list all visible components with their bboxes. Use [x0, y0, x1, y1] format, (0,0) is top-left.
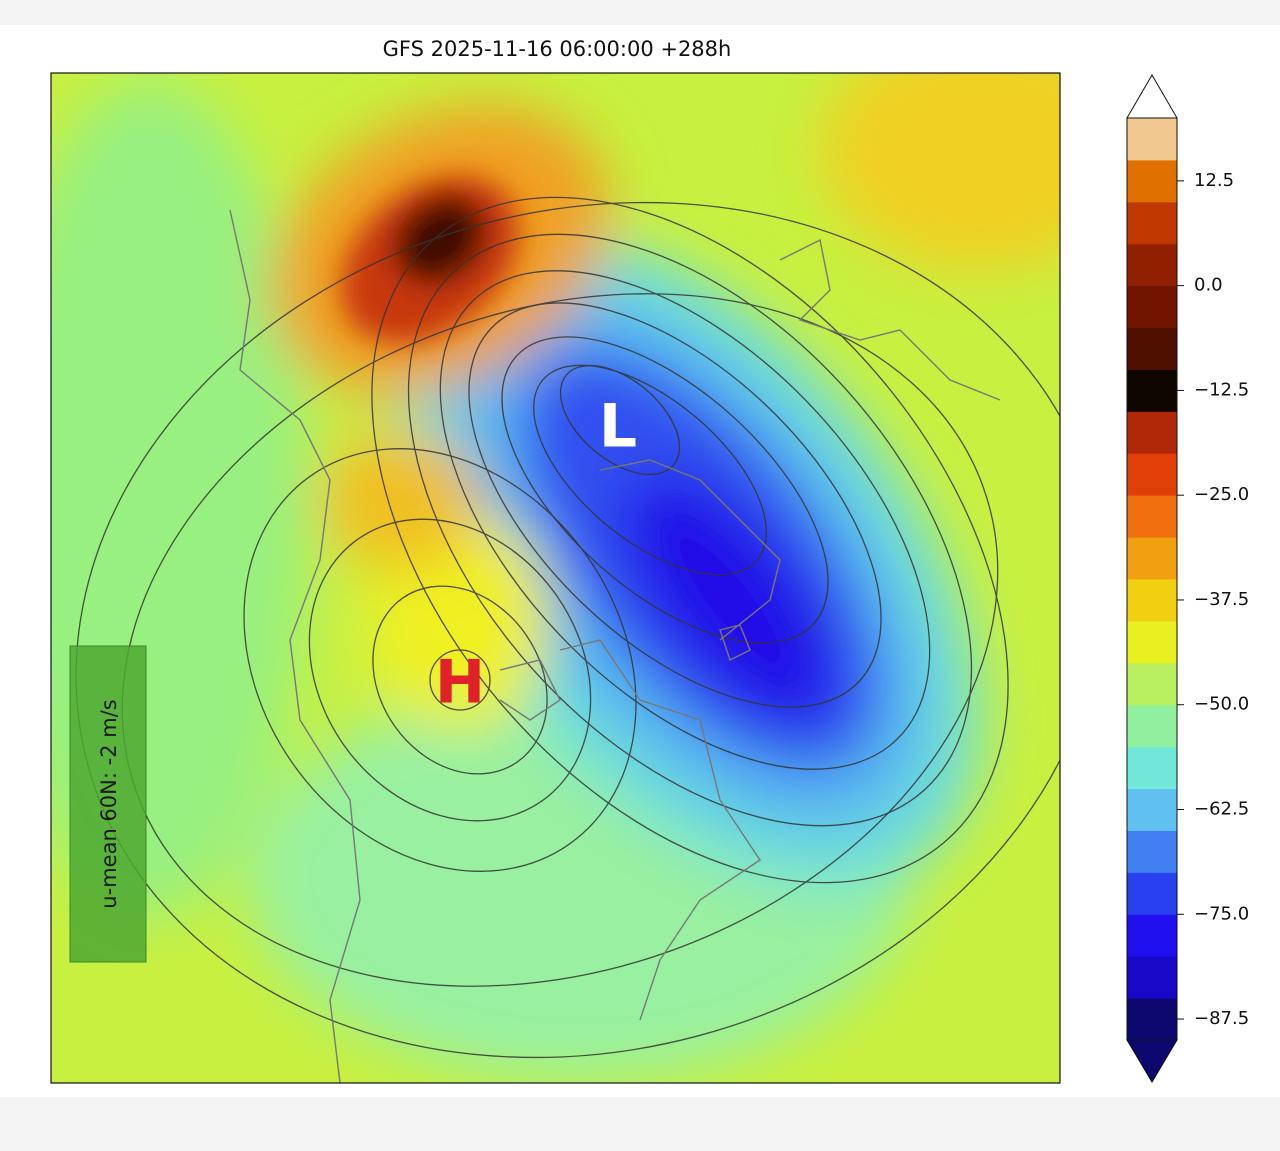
colorbar-band	[1127, 537, 1177, 580]
colorbar-tick-label: −37.5	[1194, 589, 1249, 610]
colorbar-band	[1127, 243, 1177, 287]
colorbar-band	[1127, 998, 1177, 1041]
colorbar-band	[1127, 872, 1177, 915]
colorbar-band	[1127, 662, 1177, 706]
colorbar-band	[1127, 159, 1177, 203]
pressure-center: H	[435, 648, 485, 718]
colorbar-tick-label: −12.5	[1194, 379, 1249, 400]
annotation-box	[69, 645, 147, 963]
colorbar-band	[1127, 327, 1177, 370]
colorbar-band	[1127, 788, 1177, 831]
colorbar-tick-label: −62.5	[1194, 799, 1249, 820]
colorbar-band	[1127, 956, 1177, 999]
colorbar-band	[1127, 201, 1177, 245]
colorbar-band	[1127, 453, 1177, 496]
map-frame	[50, 72, 1061, 1084]
colorbar-band	[1127, 620, 1177, 664]
colorbar: 12.5 0.0 −12.5 −25.0 −37.5 −50.0 −62.5 −75.0 −87…	[1126, 74, 1249, 1083]
coastlines	[229, 209, 1001, 1083]
colorbar-band	[1127, 914, 1177, 957]
colorbar-band	[1127, 704, 1177, 748]
colorbar-band	[1127, 411, 1177, 454]
colorbar-tick-label: −75.0	[1194, 903, 1249, 924]
field-core	[341, 176, 519, 344]
pressure-center: L	[599, 392, 637, 462]
colorbar-band	[1127, 369, 1177, 412]
colorbar-band	[1127, 579, 1177, 622]
colorbar-band	[1127, 830, 1177, 873]
colorbar-band	[1127, 118, 1177, 161]
colorbar-tick-label: 12.5	[1194, 170, 1234, 191]
colorbar-tick-label: −25.0	[1194, 484, 1249, 505]
colorbar-frame	[1126, 117, 1178, 1041]
colorbar-band	[1127, 746, 1177, 790]
colorbar-band	[1127, 495, 1177, 538]
colorbar-tick-label: −87.5	[1194, 1008, 1249, 1029]
colorbar-tick-label: −50.0	[1194, 694, 1249, 715]
map	[51, 73, 1060, 1083]
colorbar-band	[1127, 285, 1177, 329]
annotation: u-mean 60N: -2 m/s	[97, 699, 121, 908]
colorbar-tick-label: 0.0	[1194, 275, 1223, 296]
title: GFS 2025-11-16 06:00:00 +288h	[383, 37, 732, 61]
